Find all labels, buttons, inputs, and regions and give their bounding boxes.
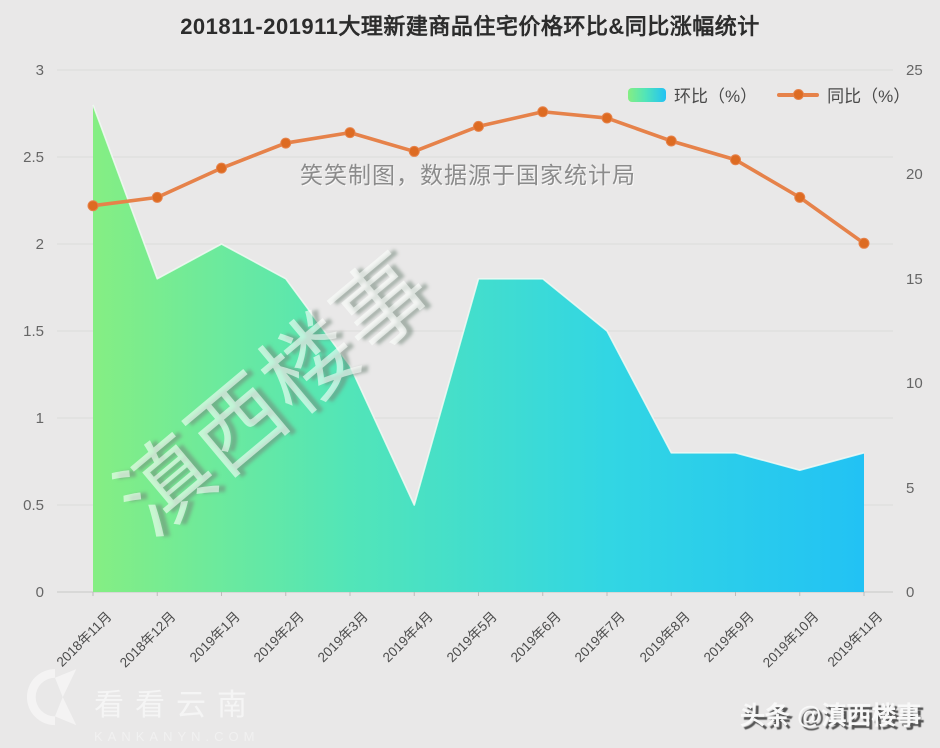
right-axis-tick: 20 (906, 166, 923, 184)
line-data-point (408, 145, 420, 157)
line-data-point (151, 191, 163, 203)
line-data-point (665, 135, 677, 147)
line-data-point (601, 112, 613, 124)
legend-item-huanbi: 环比（%） (628, 82, 757, 107)
legend: 环比（%） 同比（%） (628, 82, 910, 107)
left-axis-tick: 3 (35, 62, 44, 79)
page-title: 201811-201911大理新建商品住宅价格环比&同比涨幅统计 (180, 14, 760, 39)
line-data-point (280, 137, 292, 149)
right-axis-tick: 10 (906, 375, 923, 393)
left-axis-tick: 0.5 (23, 497, 44, 514)
right-axis-tick: 25 (906, 62, 923, 79)
line-data-point (87, 200, 99, 212)
left-axis-tick: 2 (35, 236, 44, 253)
line-data-point (858, 237, 870, 249)
legend-item-tongbi: 同比（%） (777, 82, 910, 107)
chart-canvas (57, 69, 893, 596)
line-series-swatch (777, 89, 820, 100)
left-axis-tick: 1 (35, 410, 44, 427)
line-data-point (794, 191, 806, 203)
kankan-logo-icon (26, 669, 77, 726)
source-annotation: 笑笑制图，数据源于国家统计局 (300, 162, 636, 188)
line-data-point (537, 106, 549, 118)
line-marker-icon (793, 89, 805, 100)
legend-label-huanbi: 环比（%） (674, 87, 758, 106)
line-data-point (344, 127, 356, 139)
logo-text: 看看云南 (94, 689, 258, 722)
site-logo: 看看云南 KANKANYN.COM (26, 666, 259, 744)
left-axis-tick: 1.5 (23, 323, 44, 340)
legend-label-tongbi: 同比（%） (827, 87, 911, 106)
line-data-point (473, 120, 484, 132)
right-axis-tick: 0 (906, 584, 915, 601)
right-axis-tick: 15 (906, 270, 923, 288)
logo-domain: KANKANYN.COM (94, 729, 260, 744)
left-axis-tick: 0 (35, 584, 44, 601)
left-axis-tick: 2.5 (23, 149, 44, 166)
line-data-point (730, 154, 741, 166)
right-axis-tick: 5 (906, 479, 915, 497)
area-series-swatch (628, 87, 666, 102)
credit-watermark: 头条 @滇西楼事 (740, 702, 922, 730)
line-data-point (216, 162, 227, 174)
